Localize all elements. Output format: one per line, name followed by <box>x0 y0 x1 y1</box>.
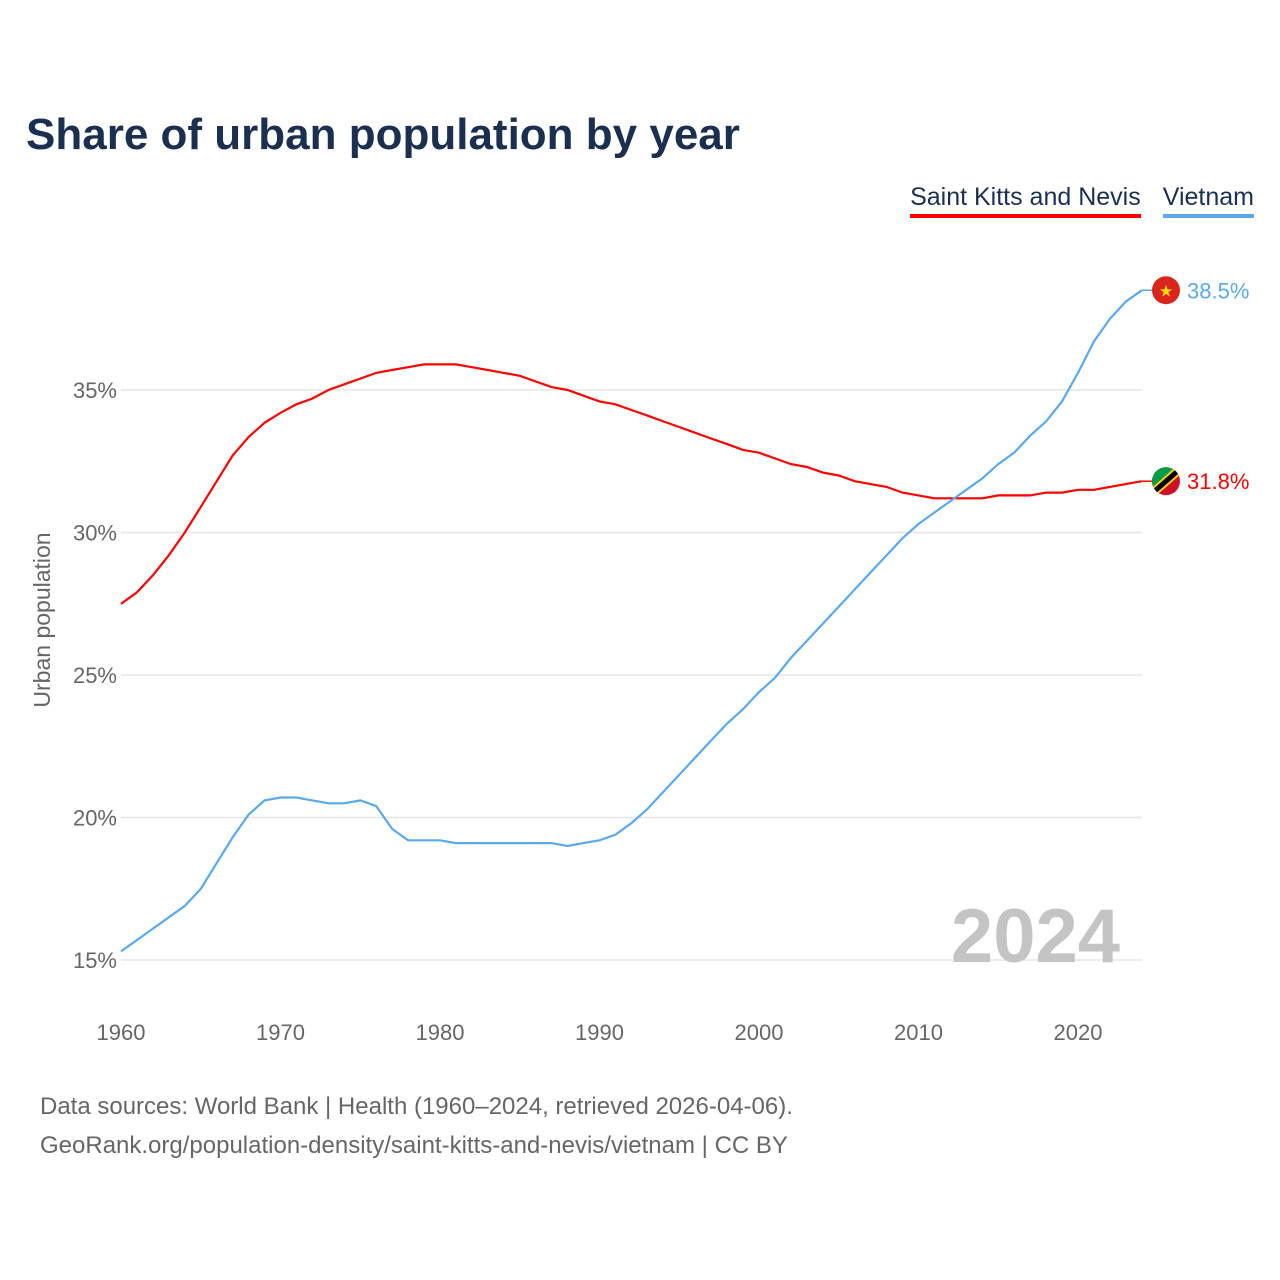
x-tick-label: 1990 <box>575 1020 624 1045</box>
footer: Data sources: World Bank | Health (1960–… <box>40 1087 793 1165</box>
x-tick-label: 2010 <box>894 1020 943 1045</box>
svg-text:★: ★ <box>1159 283 1173 300</box>
series-line-vietnam <box>120 289 1143 953</box>
y-tick-label: 15% <box>73 948 117 973</box>
legend-item-saint-kitts[interactable]: Saint Kitts and Nevis <box>910 183 1141 218</box>
y-tick-label: 35% <box>73 378 117 403</box>
x-tick-label: 1980 <box>416 1020 465 1045</box>
legend-item-vietnam[interactable]: Vietnam <box>1162 183 1254 218</box>
year-watermark: 2024 <box>951 894 1120 979</box>
series-line-saint-kitts <box>120 363 1142 605</box>
x-tick-label: 2000 <box>735 1020 784 1045</box>
y-tick-label: 20% <box>73 806 117 831</box>
chart-title: Share of urban population by year <box>26 110 740 159</box>
x-tick-label: 1970 <box>256 1020 305 1045</box>
y-tick-label: 25% <box>73 663 117 688</box>
y-axis-label: Urban population <box>29 532 55 707</box>
legend: Saint Kitts and Nevis Vietnam <box>910 183 1254 218</box>
end-value-label: 38.5% <box>1187 278 1249 303</box>
x-tick-label: 2020 <box>1054 1020 1103 1045</box>
saint-kitts-flag-icon <box>1152 467 1180 496</box>
x-tick-label: 1960 <box>97 1020 146 1045</box>
vietnam-flag-icon: ★ <box>1152 276 1180 305</box>
y-tick-label: 30% <box>73 521 117 546</box>
end-value-label: 31.8% <box>1187 469 1249 494</box>
footer-link[interactable]: GeoRank.org/population-density/saint-kit… <box>40 1132 788 1159</box>
footer-sources: Data sources: World Bank | Health (1960–… <box>40 1093 793 1120</box>
